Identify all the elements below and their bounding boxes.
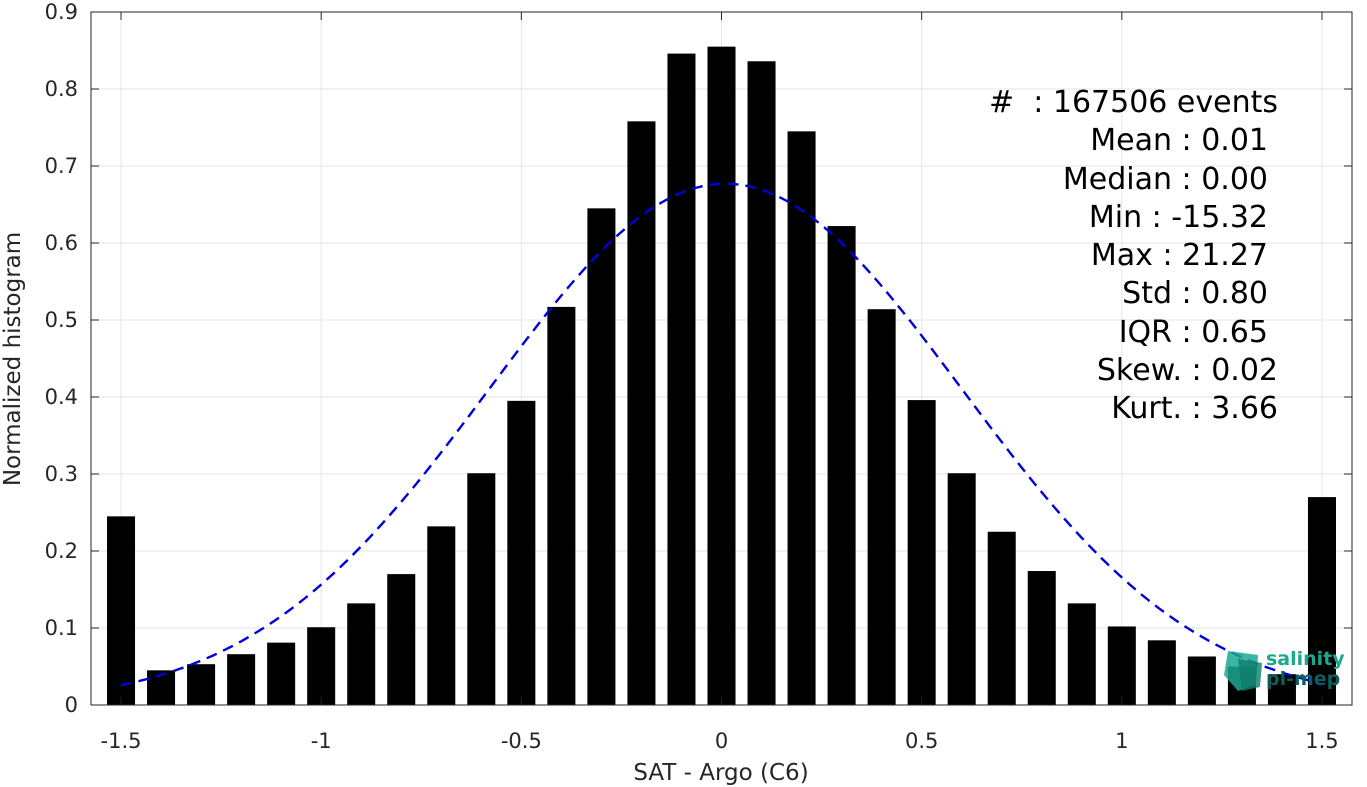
y-tick-label: 0.7 — [45, 154, 78, 178]
y-tick-label: 0.3 — [45, 462, 78, 486]
histogram-bar — [1147, 640, 1176, 705]
histogram-bar — [107, 516, 136, 705]
histogram-bar — [467, 473, 496, 705]
stats-line-max: Max : 21.27 — [1090, 238, 1268, 274]
histogram-bar — [867, 309, 896, 705]
stats-line-skew: Skew. : 0.02 — [1096, 353, 1278, 389]
stats-line-mean: Mean : 0.01 — [1090, 123, 1268, 159]
histogram-bar — [747, 61, 776, 705]
histogram-bar — [667, 53, 696, 705]
normal-fit-curve — [120, 182, 1323, 687]
histogram-bar — [707, 46, 736, 705]
y-tick-label: 0.9 — [45, 0, 78, 24]
x-tick-label: 0 — [715, 729, 728, 753]
histogram-bar — [227, 654, 256, 705]
histogram-bar — [1067, 603, 1096, 705]
histogram-bar — [947, 473, 976, 705]
histogram-bar — [587, 208, 616, 705]
stats-line-std: Std : 0.80 — [1122, 276, 1268, 312]
bars — [107, 46, 1336, 706]
histogram-bar — [907, 400, 936, 705]
y-tick-label: 0 — [65, 693, 78, 717]
x-tick-label: 0.5 — [905, 729, 938, 753]
stats-line-min: Min : -15.32 — [1088, 199, 1268, 235]
salinity-pimep-logo: salinity pi-mep — [1220, 645, 1360, 695]
x-tick-label: 1.5 — [1305, 729, 1338, 753]
x-tick-label: -1 — [311, 729, 332, 753]
y-axis-label: Normalized histogram — [0, 232, 26, 486]
logo-text-pimep: pi-mep — [1266, 668, 1341, 690]
histogram-bar — [827, 226, 856, 705]
stats-line-median: Median : 0.00 — [1062, 161, 1268, 197]
axes — [90, 11, 1353, 706]
tick-labels: -1.5 -1 -0.5 0 0.5 1 1.5 0 0.1 0.2 0.3 0.4 0.5 0.6 0.7… — [45, 0, 1339, 753]
y-tick-label: 0.5 — [45, 308, 78, 332]
fit-curve — [120, 182, 1323, 687]
histogram-bar — [987, 531, 1016, 705]
y-tick-label: 0.2 — [45, 539, 78, 563]
histogram-bar — [427, 526, 456, 705]
histogram-bar — [1267, 674, 1296, 705]
x-tick-label: -1.5 — [101, 729, 142, 753]
histogram-bar — [387, 574, 416, 705]
histogram-bar — [1027, 571, 1056, 705]
stats-line-kurt: Kurt. : 3.66 — [1111, 391, 1278, 427]
y-tick-label: 0.1 — [45, 616, 78, 640]
histogram-bar — [507, 400, 536, 705]
histogram-bar — [1107, 626, 1136, 705]
stats-line-count: # : 167506 events — [989, 85, 1278, 120]
y-tick-label: 0.6 — [45, 231, 78, 255]
histogram-bar — [307, 627, 336, 705]
stats-box: # : 167506 events Mean : 0.01 Median : 0… — [900, 84, 1278, 429]
histogram-bar — [1187, 656, 1216, 705]
x-tick-label: -0.5 — [501, 729, 542, 753]
stats-line-iqr: IQR : 0.65 — [1118, 314, 1268, 350]
histogram-bar — [1307, 497, 1336, 705]
histogram-bar — [187, 664, 216, 705]
histogram-bar — [267, 642, 296, 705]
histogram-bar — [627, 121, 656, 706]
histogram-bar — [547, 306, 576, 705]
logo-text-salinity: salinity — [1266, 648, 1345, 670]
histogram-bar — [347, 603, 376, 705]
logo-mark-icon — [1224, 651, 1262, 691]
y-tick-label: 0.4 — [45, 385, 78, 409]
histogram-bar — [787, 131, 816, 706]
x-axis-label: SAT - Argo (C6) — [633, 760, 808, 786]
y-tick-label: 0.8 — [45, 77, 78, 101]
x-tick-label: 1 — [1115, 729, 1128, 753]
